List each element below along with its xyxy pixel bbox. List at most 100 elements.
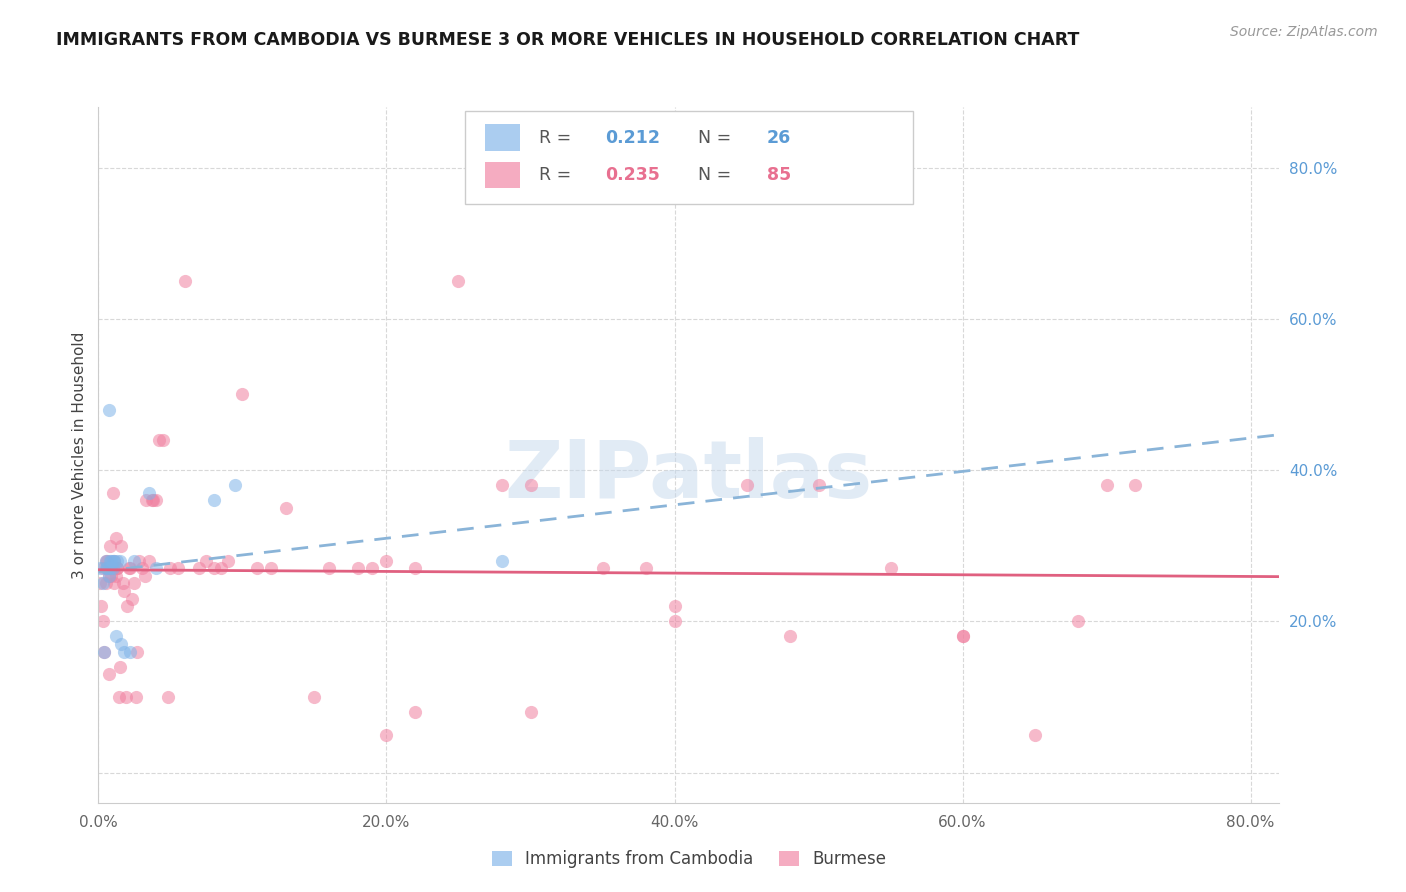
Text: ZIPatlas: ZIPatlas <box>505 437 873 515</box>
Point <box>108 554 131 568</box>
Point <box>274 500 297 515</box>
Point <box>118 561 141 575</box>
Point <box>131 561 153 575</box>
FancyBboxPatch shape <box>464 111 914 204</box>
Point <box>491 554 513 568</box>
Point <box>104 531 127 545</box>
Point <box>101 561 124 575</box>
Point <box>1095 478 1118 492</box>
Point <box>145 561 167 575</box>
Point <box>124 576 146 591</box>
Point <box>101 554 124 568</box>
Point <box>105 561 128 575</box>
Point <box>96 561 118 575</box>
Point <box>202 561 225 575</box>
FancyBboxPatch shape <box>485 124 520 151</box>
Point <box>104 629 127 643</box>
Point <box>138 485 160 500</box>
Legend: Immigrants from Cambodia, Burmese: Immigrants from Cambodia, Burmese <box>485 843 893 874</box>
Point <box>152 433 174 447</box>
Text: R =: R = <box>538 128 576 146</box>
Point <box>519 478 541 492</box>
Point <box>447 274 470 288</box>
Point <box>105 554 128 568</box>
Point <box>519 705 541 719</box>
Point <box>224 478 246 492</box>
Point <box>952 629 974 643</box>
Point <box>107 690 129 704</box>
Point <box>110 637 132 651</box>
Point <box>491 478 513 492</box>
Point <box>98 554 121 568</box>
Point <box>779 629 801 643</box>
Point <box>100 569 122 583</box>
Text: 85: 85 <box>766 166 792 185</box>
Point <box>318 561 340 575</box>
Point <box>145 493 167 508</box>
Point <box>173 274 195 288</box>
Point <box>188 561 211 575</box>
Point <box>138 554 160 568</box>
Point <box>103 554 125 568</box>
Text: 26: 26 <box>766 128 792 146</box>
Point <box>231 387 253 401</box>
Point <box>94 554 117 568</box>
Point <box>209 561 232 575</box>
Point <box>120 561 142 575</box>
Point <box>90 599 112 614</box>
Point <box>1067 615 1090 629</box>
FancyBboxPatch shape <box>485 162 520 188</box>
Point <box>101 485 124 500</box>
Text: N =: N = <box>699 128 737 146</box>
Point <box>114 690 136 704</box>
Text: IMMIGRANTS FROM CAMBODIA VS BURMESE 3 OR MORE VEHICLES IN HOUSEHOLD CORRELATION : IMMIGRANTS FROM CAMBODIA VS BURMESE 3 OR… <box>56 31 1080 49</box>
Point <box>120 644 142 658</box>
Point <box>159 561 181 575</box>
Point <box>121 591 143 606</box>
Point <box>879 561 901 575</box>
Point <box>94 554 117 568</box>
Point <box>404 561 426 575</box>
Point <box>103 576 125 591</box>
Text: 0.212: 0.212 <box>605 128 659 146</box>
Point <box>127 644 149 658</box>
Point <box>100 561 122 575</box>
Text: Source: ZipAtlas.com: Source: ZipAtlas.com <box>1230 25 1378 39</box>
Point <box>195 554 218 568</box>
Point <box>97 569 120 583</box>
Y-axis label: 3 or more Vehicles in Household: 3 or more Vehicles in Household <box>72 331 87 579</box>
Point <box>103 554 125 568</box>
Point <box>89 576 111 591</box>
Point <box>108 659 131 673</box>
Point <box>105 561 128 575</box>
Point <box>112 644 135 658</box>
Point <box>260 561 283 575</box>
Point <box>246 561 269 575</box>
Point <box>89 561 111 575</box>
Point <box>98 539 121 553</box>
Point <box>94 561 117 575</box>
Point <box>115 599 138 614</box>
Point <box>97 569 120 583</box>
Text: 0.235: 0.235 <box>605 166 659 185</box>
Point <box>807 478 830 492</box>
Point <box>156 690 179 704</box>
Text: N =: N = <box>699 166 737 185</box>
Point <box>91 615 114 629</box>
Point <box>110 539 132 553</box>
Point <box>664 599 686 614</box>
Point <box>148 433 170 447</box>
Point <box>96 554 118 568</box>
Point <box>135 493 157 508</box>
Point <box>91 576 114 591</box>
Text: R =: R = <box>538 166 576 185</box>
Point <box>142 493 165 508</box>
Point <box>166 561 188 575</box>
Point <box>104 569 127 583</box>
Point <box>112 584 135 599</box>
Point <box>100 554 122 568</box>
Point <box>404 705 426 719</box>
Point <box>98 561 121 575</box>
Point <box>91 561 114 575</box>
Point <box>375 728 398 742</box>
